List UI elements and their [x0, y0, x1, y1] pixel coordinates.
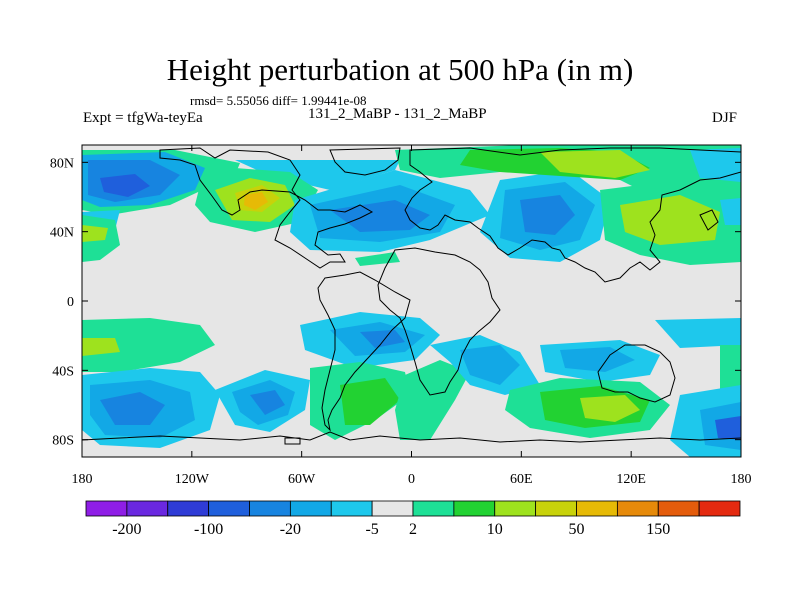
coastline-eurasia [404, 147, 741, 283]
contour-region [235, 160, 400, 190]
colorbar-box [167, 500, 210, 517]
contour-region [250, 390, 285, 415]
experiment-label: Expt = tfgWa-teyEa [83, 110, 203, 126]
colorbar-box [616, 500, 659, 517]
colorbar-label: -20 [280, 521, 301, 538]
contour-region [520, 195, 575, 235]
colorbar-label: -200 [112, 521, 141, 538]
x-tick-label: 120W [175, 472, 210, 487]
colorbar-box [126, 500, 169, 517]
x-tick-label: 120E [616, 472, 646, 487]
colorbar-box [576, 500, 618, 517]
colorbar-label: 150 [646, 521, 670, 538]
contour-region [82, 225, 108, 242]
contour-region [580, 395, 640, 422]
contour-region [715, 416, 741, 440]
colorbar-box [698, 500, 741, 517]
rmsd-diff-stats: rmsd= 5.55056 diff= 1.99441e-08 [190, 93, 367, 108]
colorbar-label: 50 [569, 521, 585, 538]
contour-region [82, 318, 215, 372]
colorbar-box [289, 500, 332, 517]
coastline-greenland [329, 147, 401, 176]
coastline-layer [82, 147, 741, 445]
contour-region [100, 174, 150, 197]
colorbar: -200 -100 -20 -5 2 10 50 150 [85, 500, 741, 538]
colorbar-box [330, 500, 373, 517]
y-tick-label: 0 [67, 295, 74, 310]
x-tick-label: 180 [72, 472, 93, 487]
contour-region [244, 192, 268, 210]
x-tick-label: 60E [510, 472, 533, 487]
x-tick-label: 0 [408, 472, 415, 487]
contour-region [620, 195, 720, 245]
colorbar-box [453, 500, 496, 517]
colorbar-box [208, 500, 250, 517]
y-tick-label: 40N [50, 226, 74, 241]
coastline-africa [377, 247, 501, 396]
contour-region [655, 318, 741, 348]
axes-layer: 180 120W 60W 0 60E 120E 180 80N 40N 0 40S 80S [50, 145, 752, 487]
contour-region [560, 347, 635, 372]
contour-region [460, 345, 520, 385]
colorbar-box [249, 500, 291, 517]
colorbar-box [85, 500, 128, 517]
contour-region [360, 330, 405, 348]
coastline-australia [597, 344, 676, 403]
colorbar-box [657, 500, 700, 517]
contour-region [720, 345, 741, 395]
coastline-north-america [159, 147, 374, 269]
y-tick-label: 80N [50, 156, 74, 171]
colorbar-label: 2 [409, 521, 417, 538]
contour-fill-layer [82, 145, 741, 457]
season-label: DJF [712, 110, 738, 126]
colorbar-label: 10 [487, 521, 503, 538]
colorbar-label: -5 [365, 521, 378, 538]
colorbar-box [371, 500, 414, 517]
x-tick-label: 60W [288, 472, 316, 487]
difference-label: 131_2_MaBP - 131_2_MaBP [308, 106, 487, 122]
contour-region [100, 392, 165, 425]
contour-region [340, 378, 400, 425]
colorbar-label: -100 [194, 521, 223, 538]
contour-region [82, 338, 120, 356]
coastline-south-america [317, 271, 411, 432]
coastline-island [284, 437, 301, 445]
y-tick-label: 40S [52, 364, 74, 379]
y-tick-label: 80S [52, 434, 74, 449]
contour-region [540, 150, 650, 178]
contour-region [330, 200, 430, 232]
colorbar-box [535, 500, 577, 517]
colorbar-box [494, 500, 537, 517]
contour-region [355, 252, 400, 266]
coastline-island [699, 209, 719, 231]
coastline-antarctica [82, 431, 741, 443]
x-tick-label: 180 [731, 472, 752, 487]
contour-region [720, 198, 741, 225]
colorbar-box [412, 500, 455, 517]
contour-region [690, 148, 741, 182]
chart-title: Height perturbation at 500 hPa (in m) [166, 52, 634, 87]
